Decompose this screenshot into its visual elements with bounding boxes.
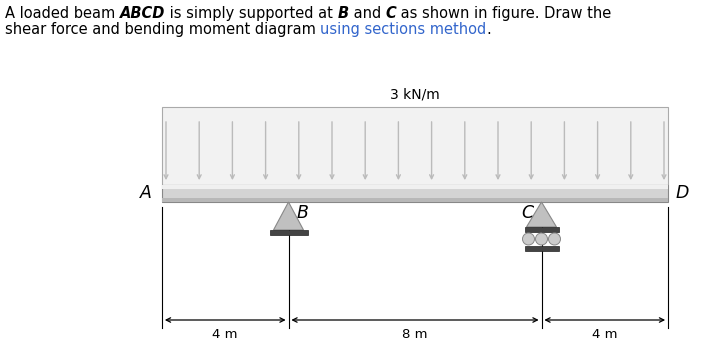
Circle shape (548, 233, 560, 245)
Text: C: C (386, 6, 396, 21)
Text: as shown in figure. Draw the: as shown in figure. Draw the (396, 6, 612, 21)
Text: 8 m: 8 m (402, 328, 427, 341)
Text: B: B (297, 204, 309, 222)
Bar (162, 198, 668, 202)
Polygon shape (273, 202, 304, 230)
Text: D: D (676, 184, 690, 203)
Bar (162, 185, 668, 189)
Text: ABCD: ABCD (120, 6, 165, 21)
Text: using sections method: using sections method (321, 22, 486, 37)
Text: .: . (486, 22, 491, 37)
Text: shear force and bending moment diagram: shear force and bending moment diagram (5, 22, 321, 37)
Text: A loaded beam: A loaded beam (5, 6, 120, 21)
Text: is simply supported at: is simply supported at (165, 6, 337, 21)
Text: 3 kN/m: 3 kN/m (390, 88, 440, 102)
Bar (269, 230, 307, 235)
Circle shape (522, 233, 534, 245)
Text: and: and (349, 6, 386, 21)
Text: B: B (337, 6, 349, 21)
Bar (524, 227, 558, 232)
Text: A: A (140, 184, 152, 203)
Text: C: C (522, 204, 534, 222)
Text: 4 m: 4 m (212, 328, 238, 341)
Polygon shape (527, 202, 557, 227)
Bar (524, 246, 558, 251)
Circle shape (536, 233, 548, 245)
Text: 4 m: 4 m (592, 328, 617, 341)
Bar (162, 107, 668, 185)
Bar (162, 185, 668, 202)
